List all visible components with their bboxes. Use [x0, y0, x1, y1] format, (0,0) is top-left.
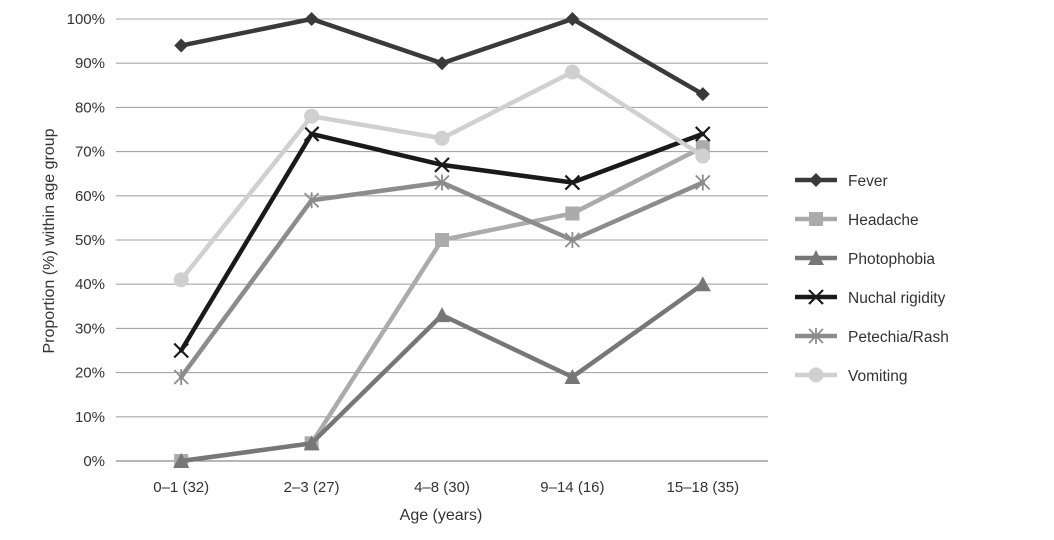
- x-tick-label: 4–8 (30): [414, 479, 470, 496]
- series-nuchal-rigidity: [173, 126, 711, 359]
- data-point-nuchal-rigidity: [173, 342, 189, 359]
- legend-item-fever: Fever: [795, 173, 888, 190]
- x-tick-label: 2–3 (27): [284, 479, 340, 496]
- y-tick-label: 60%: [75, 188, 105, 205]
- x-tick-label: 15–18 (35): [667, 479, 740, 496]
- series-fever: [174, 12, 710, 102]
- series-line-petechia-rash: [178, 180, 706, 380]
- data-point-petechia-rash: [173, 369, 189, 386]
- y-tick-label: 80%: [75, 99, 105, 116]
- data-point-fever: [435, 56, 449, 71]
- y-axis-title: Proportion (%) within age group: [41, 128, 58, 353]
- legend-label-fever: Fever: [848, 173, 888, 190]
- y-tick-label: 90%: [75, 55, 105, 72]
- data-point-petechia-rash: [564, 232, 581, 248]
- legend-label-vomiting: Vomiting: [848, 368, 907, 385]
- legend-item-nuchal-rigidity: Nuchal rigidity: [795, 289, 946, 307]
- data-point-headache: [435, 233, 449, 247]
- y-tick-label: 10%: [75, 409, 105, 426]
- data-point-petechia-rash: [303, 192, 320, 209]
- legend-label-headache: Headache: [848, 212, 919, 229]
- data-point-petechia-rash: [695, 174, 711, 191]
- legend-marker-petechia-rash: [808, 328, 824, 344]
- data-point-vomiting: [695, 148, 711, 164]
- data-point-photophobia: [564, 369, 581, 385]
- legend-label-nuchal-rigidity: Nuchal rigidity: [848, 290, 946, 307]
- data-point-photophobia: [173, 453, 190, 468]
- legend-label-photophobia: Photophobia: [848, 251, 935, 268]
- data-point-fever: [695, 87, 710, 102]
- y-tick-label: 30%: [75, 320, 105, 337]
- legend-label-petechia-rash: Petechia/Rash: [848, 329, 949, 346]
- legend-item-photophobia: Photophobia: [795, 250, 935, 268]
- legend-item-headache: Headache: [795, 212, 919, 229]
- series-lines: [173, 12, 711, 468]
- series-line-headache: [178, 144, 706, 464]
- data-point-vomiting: [173, 272, 189, 288]
- data-point-vomiting: [304, 108, 320, 124]
- legend-item-petechia-rash: Petechia/Rash: [795, 328, 949, 346]
- data-point-fever: [304, 12, 319, 26]
- legend: Fever Headache Photophobia Nuchal rigidity P…: [795, 173, 949, 385]
- data-point-fever: [565, 12, 580, 26]
- y-axis-ticks: 0% 10% 20% 30% 40% 50% 60% 70% 80% 90% 100%: [67, 11, 105, 470]
- y-tick-label: 100%: [67, 11, 105, 28]
- y-tick-label: 0%: [83, 453, 105, 470]
- data-point-nuchal-rigidity: [695, 126, 711, 142]
- x-axis-ticks: 0–1 (32) 2–3 (27) 4–8 (30) 9–14 (16) 15–18 (…: [153, 479, 739, 496]
- data-point-fever: [174, 38, 189, 53]
- data-point-vomiting: [564, 64, 580, 80]
- series-petechia-rash: [173, 174, 711, 386]
- data-point-photophobia: [694, 276, 711, 292]
- data-point-nuchal-rigidity: [434, 157, 450, 173]
- data-point-photophobia: [303, 435, 320, 451]
- legend-marker-vomiting: [808, 367, 824, 383]
- data-point-headache: [565, 206, 580, 221]
- legend-marker-nuchal-rigidity: [808, 289, 824, 305]
- series-photophobia: [173, 276, 711, 468]
- data-point-nuchal-rigidity: [303, 126, 320, 142]
- series-vomiting: [173, 64, 711, 288]
- data-point-petechia-rash: [434, 174, 450, 191]
- data-point-photophobia: [434, 307, 450, 323]
- x-tick-label: 0–1 (32): [153, 479, 209, 496]
- y-tick-label: 70%: [75, 144, 105, 161]
- legend-item-vomiting: Vomiting: [795, 367, 907, 385]
- data-point-vomiting: [434, 130, 450, 146]
- y-tick-label: 50%: [75, 232, 105, 249]
- x-tick-label: 9–14 (16): [540, 479, 604, 496]
- x-axis-title: Age (years): [400, 507, 483, 524]
- data-point-nuchal-rigidity: [564, 174, 581, 191]
- y-tick-label: 20%: [75, 365, 105, 382]
- y-tick-label: 40%: [75, 276, 105, 293]
- legend-marker-fever: [809, 173, 823, 187]
- legend-marker-photophobia: [808, 250, 824, 265]
- legend-marker-headache: [809, 212, 823, 226]
